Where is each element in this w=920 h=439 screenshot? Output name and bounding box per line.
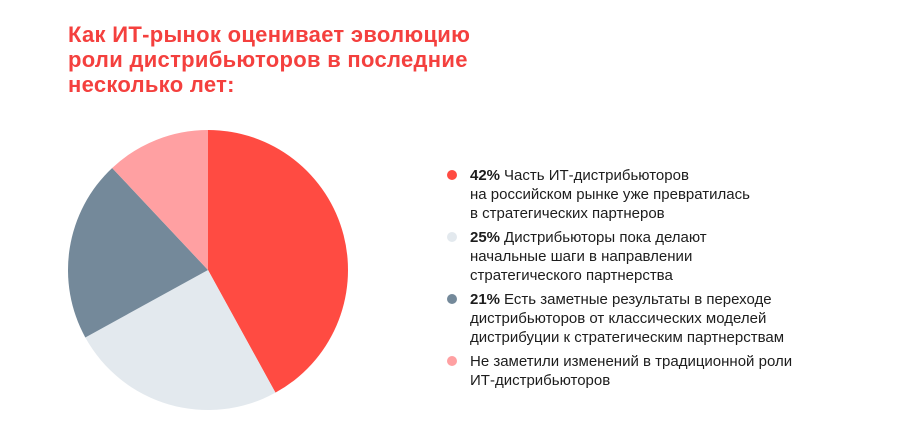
legend-bullet-icon: [447, 294, 457, 304]
legend-percent: 25%: [470, 229, 501, 246]
legend-item: 25% Дистрибьюторы пока делают начальные ш…: [447, 228, 907, 285]
legend-text: 25% Дистрибьюторы пока делают начальные ш…: [470, 228, 707, 285]
pie-chart: [67, 129, 349, 411]
legend-percent: 21%: [470, 291, 501, 308]
legend-label: Часть ИТ-дистрибьюторов на российском ры…: [470, 167, 750, 222]
legend-bullet-icon: [447, 170, 457, 180]
legend-text: 42% Часть ИТ-дистрибьюторов на российском…: [470, 166, 750, 223]
legend-bullet-icon: [447, 232, 457, 242]
pie-slice: [67, 167, 208, 338]
legend-text: Не заметили изменений в традиционной рол…: [470, 352, 792, 390]
pie-svg: [67, 130, 348, 410]
legend: 42% Часть ИТ-дистрибьюторов на российском…: [447, 166, 907, 395]
chart-title: Как ИТ-рынок оценивает эволюцию роли дис…: [68, 22, 471, 97]
legend-item: 42% Часть ИТ-дистрибьюторов на российском…: [447, 166, 907, 223]
legend-text: 21% Есть заметные результаты в переходе д…: [470, 290, 784, 347]
legend-label: Дистрибьюторы пока делают начальные шаги…: [470, 229, 707, 284]
legend-percent: 42%: [470, 167, 501, 184]
legend-label: Есть заметные результаты в переходе дист…: [470, 291, 785, 346]
legend-bullet-icon: [447, 356, 457, 366]
pie-slice: [85, 270, 276, 410]
legend-item: Не заметили изменений в традиционной рол…: [447, 352, 907, 390]
pie-slice: [112, 130, 208, 270]
legend-label: Не заметили изменений в традиционной рол…: [470, 353, 793, 389]
pie-slice: [208, 130, 348, 393]
legend-item: 21% Есть заметные результаты в переходе д…: [447, 290, 907, 347]
